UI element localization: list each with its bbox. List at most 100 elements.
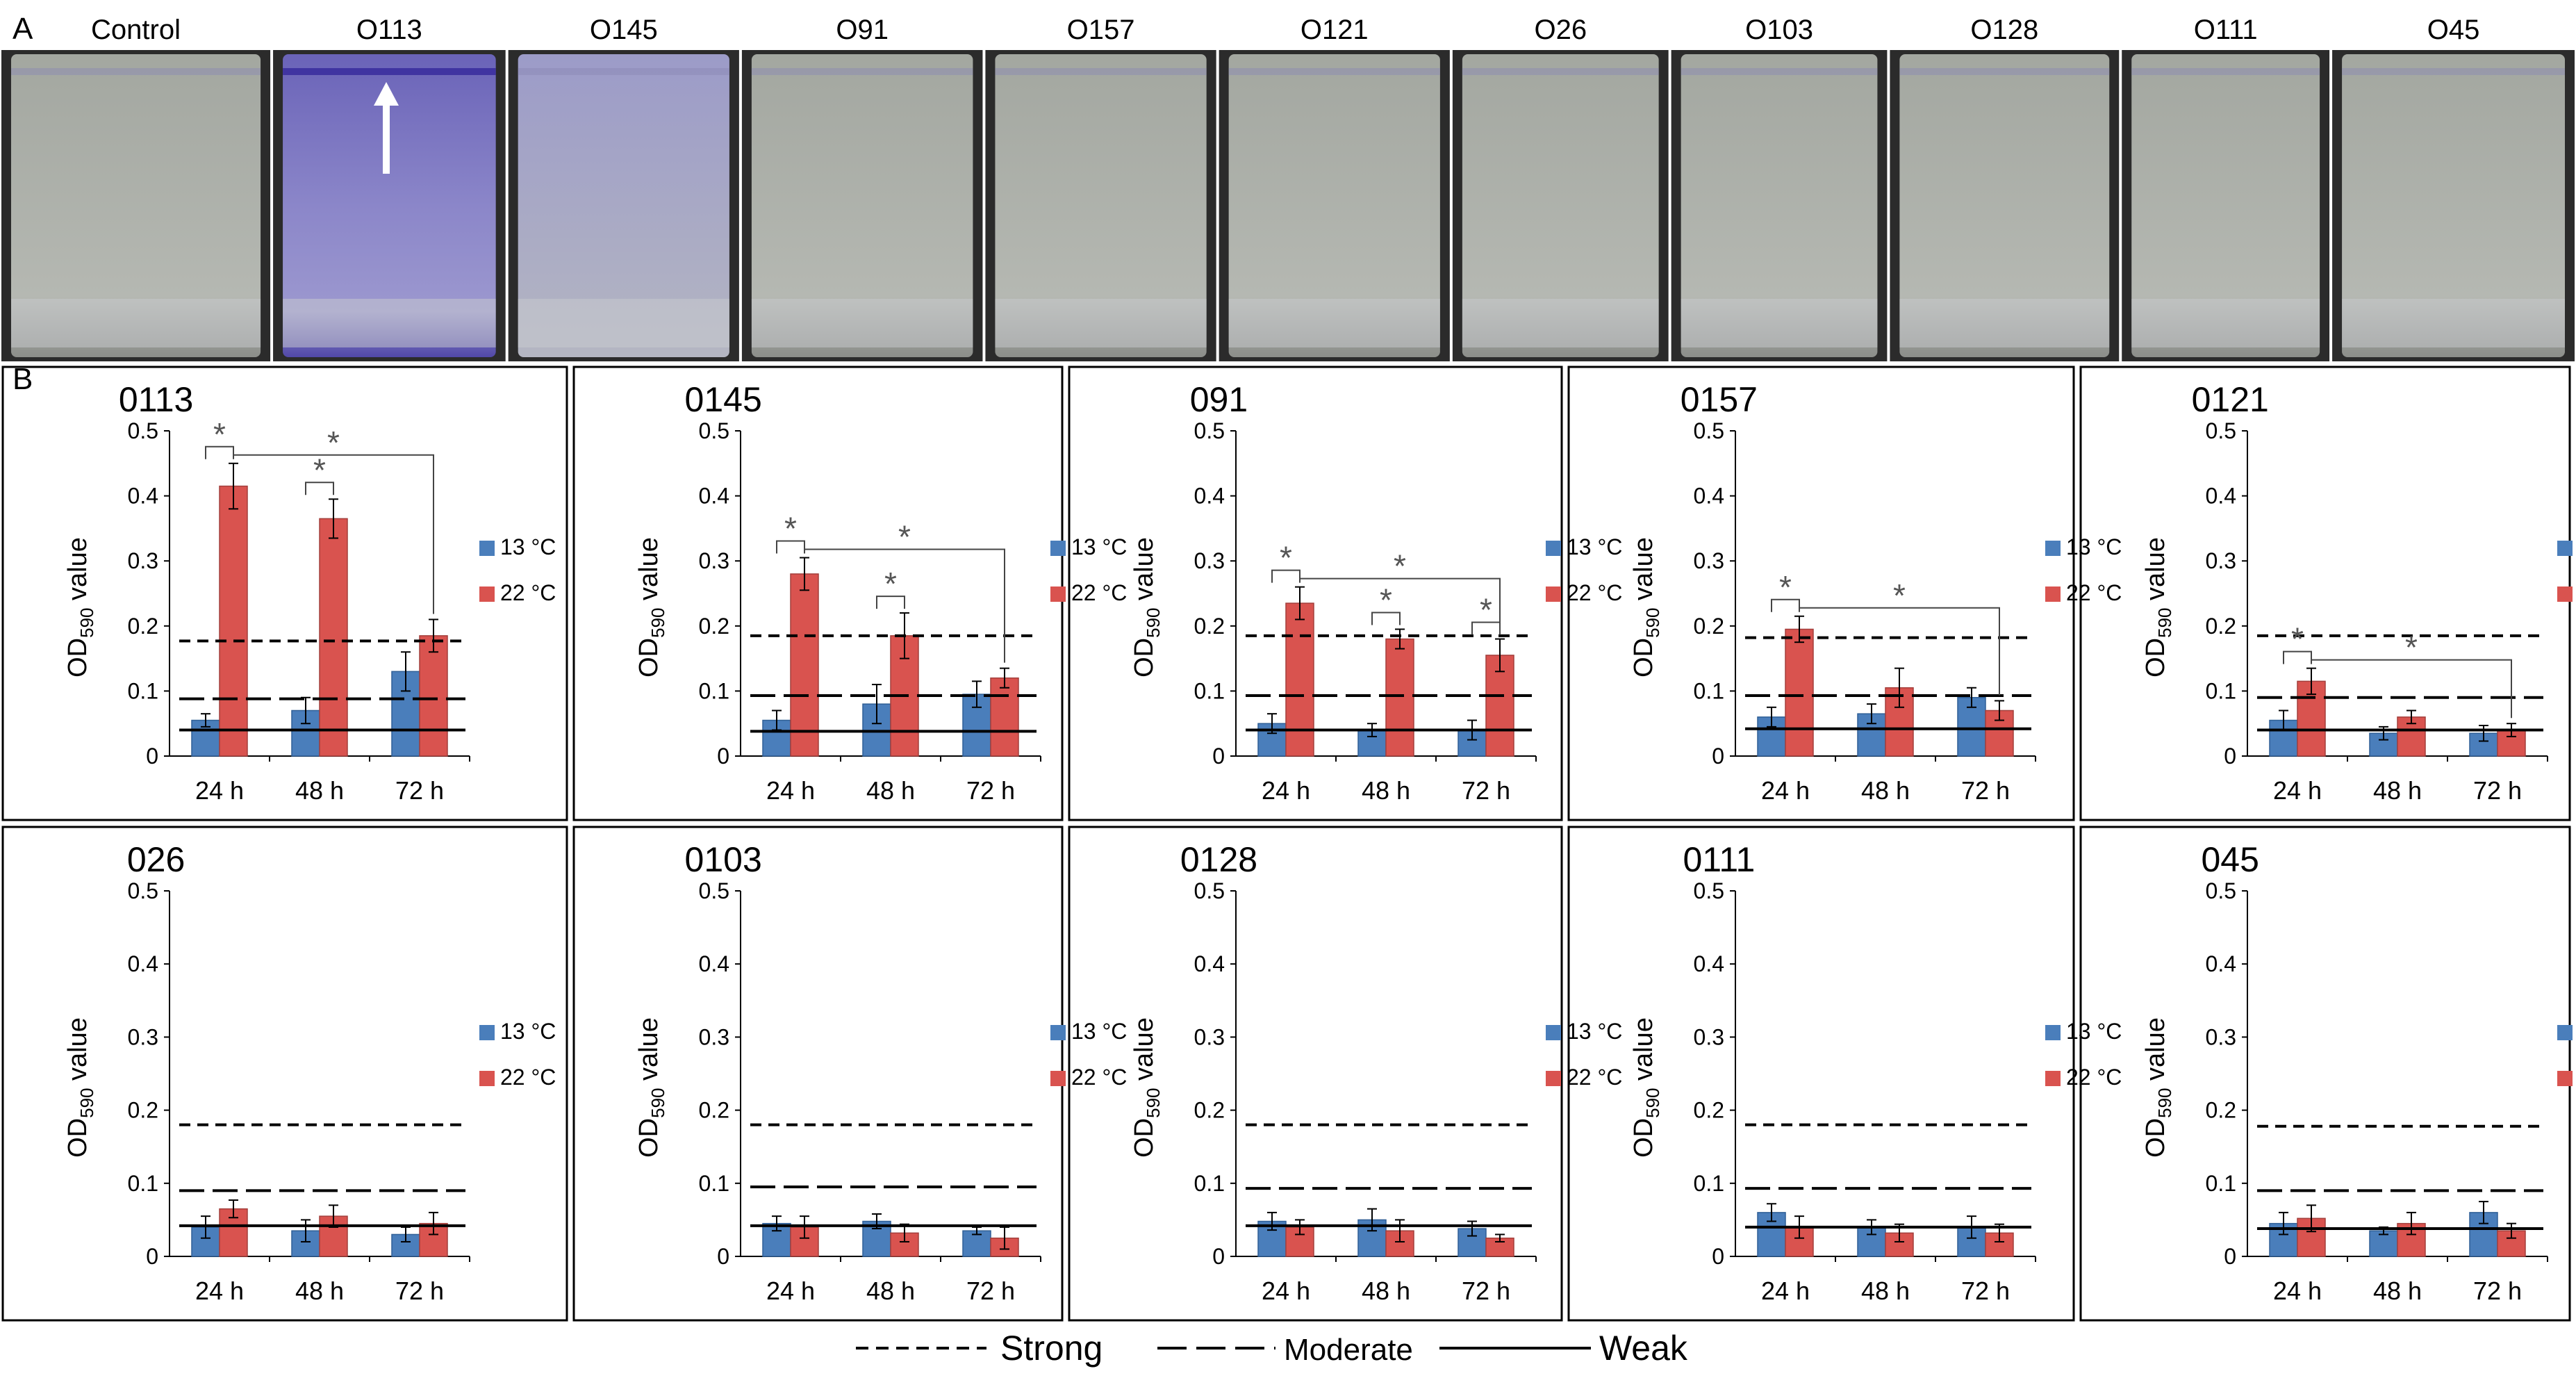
y-tick-label: 0 — [717, 744, 729, 769]
tube-bottom — [1899, 299, 2110, 347]
chart-panel: 0157 OD590 value 0 0.1 0.2 0.3 0.4 0.5 24 h 48 h 7… — [1567, 366, 2122, 821]
y-tick-label: 0.3 — [128, 1024, 158, 1049]
x-tick-label: 24 h — [1262, 776, 1310, 805]
y-tick-label: 0 — [2224, 744, 2236, 769]
y-tick-label: 0.4 — [1694, 951, 1724, 976]
significance-star: * — [313, 452, 326, 488]
tube-bottom — [283, 299, 496, 347]
tube-ring — [995, 68, 1207, 75]
legend-weak-label: Weak — [1599, 1329, 1688, 1368]
tube-photo — [2332, 50, 2575, 361]
legend-swatch-22c — [1546, 587, 1561, 602]
tube-ring — [2131, 68, 2320, 75]
tube-photo — [741, 50, 983, 361]
tube-bottom — [1462, 299, 1659, 347]
y-tick-label: 0.2 — [2206, 614, 2236, 639]
chart-panel: 0103 OD590 value 0 0.1 0.2 0.3 0.4 0.5 24 h 48 h 7… — [572, 826, 1127, 1322]
x-tick-label: 72 h — [1961, 1277, 2010, 1305]
chart-title: 045 — [2201, 840, 2259, 879]
significance-star: * — [784, 511, 797, 547]
significance-star: * — [1394, 548, 1406, 584]
y-tick-label: 0 — [1712, 1244, 1724, 1269]
y-tick-label: 0.3 — [699, 548, 729, 573]
chart-border — [1068, 826, 1563, 1322]
significance-bracket — [1771, 598, 1800, 612]
x-tick-label: 72 h — [1462, 1277, 1510, 1305]
significance-bracket — [1799, 607, 2000, 696]
tube-bottom — [518, 299, 729, 347]
tube-ring — [1462, 68, 1659, 75]
y-tick-label: 0.2 — [1694, 1098, 1724, 1123]
chart-border — [1068, 366, 1563, 821]
chart-border — [1567, 826, 2075, 1322]
bar-22c — [1285, 602, 1314, 757]
legend-swatch-13c — [1546, 1025, 1561, 1040]
y-tick-label: 0.2 — [1194, 1098, 1225, 1123]
tube-photo — [1219, 50, 1450, 361]
legend-swatch-13c — [1050, 541, 1066, 556]
y-tick-label: 0.3 — [128, 548, 158, 573]
x-tick-label: 48 h — [866, 776, 915, 805]
tube-label: O113 — [356, 15, 422, 45]
significance-star: * — [898, 519, 911, 555]
bar-22c — [990, 677, 1019, 757]
chart-border — [1, 366, 568, 821]
x-tick-label: 72 h — [2473, 776, 2522, 805]
y-tick-label: 0.1 — [699, 678, 729, 703]
chart-panel: 0121 OD590 value 0 0.1 0.2 0.3 0.4 0.5 24 h 48 h 7… — [2079, 366, 2573, 821]
y-tick-label: 0.2 — [1694, 614, 1724, 639]
y-tick-label: 0.3 — [1194, 1024, 1225, 1049]
y-tick-label: 0.4 — [699, 951, 729, 976]
y-tick-label: 0.3 — [2206, 548, 2236, 573]
threshold-legend: Strong Moderate Weak — [856, 1329, 1688, 1368]
y-tick-label: 0.4 — [1694, 484, 1724, 509]
chart-title: 0111 — [1683, 840, 1755, 879]
chart-panel: 091 OD590 value 0 0.1 0.2 0.3 0.4 0.5 24 h 48 h 72… — [1068, 366, 1622, 821]
tube-ring — [2342, 68, 2565, 75]
tube-ring — [1899, 68, 2110, 75]
y-tick-label: 0.4 — [1194, 484, 1225, 509]
bar-22c — [1785, 628, 1814, 757]
panel-label-a: A — [13, 12, 33, 46]
tube-label: O145 — [590, 15, 658, 45]
x-tick-label: 24 h — [1761, 776, 1810, 805]
tube-label: O45 — [2427, 15, 2480, 45]
significance-star: * — [884, 566, 897, 602]
bar-22c — [1485, 655, 1514, 757]
significance-star: * — [327, 425, 340, 461]
y-tick-label: 0.4 — [128, 484, 158, 509]
y-tick-label: 0.1 — [1194, 678, 1225, 703]
significance-bracket — [305, 482, 334, 495]
y-axis-label: OD590 value — [63, 1017, 97, 1158]
significance-star: * — [1280, 540, 1292, 576]
x-tick-label: 24 h — [1262, 1277, 1310, 1305]
y-tick-label: 0.4 — [128, 951, 158, 976]
legend-label-22c: 22 °C — [1071, 580, 1127, 605]
tube-ring — [1681, 68, 1878, 75]
tube-ring — [518, 68, 729, 75]
significance-bracket — [205, 445, 234, 459]
legend-swatch-22c — [2557, 587, 2573, 602]
tube-photo — [1452, 50, 1669, 361]
x-tick-label: 48 h — [1861, 776, 1910, 805]
y-tick-label: 0 — [146, 744, 158, 769]
y-tick-label: 0.1 — [699, 1171, 729, 1196]
tube-photo — [1671, 50, 1888, 361]
x-tick-label: 24 h — [195, 776, 244, 805]
tube-photo — [1, 50, 271, 361]
significance-star: * — [1779, 569, 1792, 605]
y-tick-label: 0.2 — [699, 614, 729, 639]
y-tick-label: 0.5 — [2206, 418, 2236, 443]
legend-swatch-22c — [479, 587, 495, 602]
tube-photo — [508, 50, 739, 361]
x-tick-label: 24 h — [195, 1277, 244, 1305]
tube-body — [1899, 54, 2110, 357]
tube-body — [2131, 54, 2320, 357]
y-tick-label: 0.5 — [1694, 418, 1724, 443]
y-axis-label: OD590 value — [1629, 537, 1663, 678]
legend-label-22c: 22 °C — [500, 580, 556, 605]
tube-label: O91 — [836, 15, 889, 45]
y-axis-label: OD590 value — [634, 1017, 668, 1158]
y-tick-label: 0.5 — [699, 878, 729, 903]
